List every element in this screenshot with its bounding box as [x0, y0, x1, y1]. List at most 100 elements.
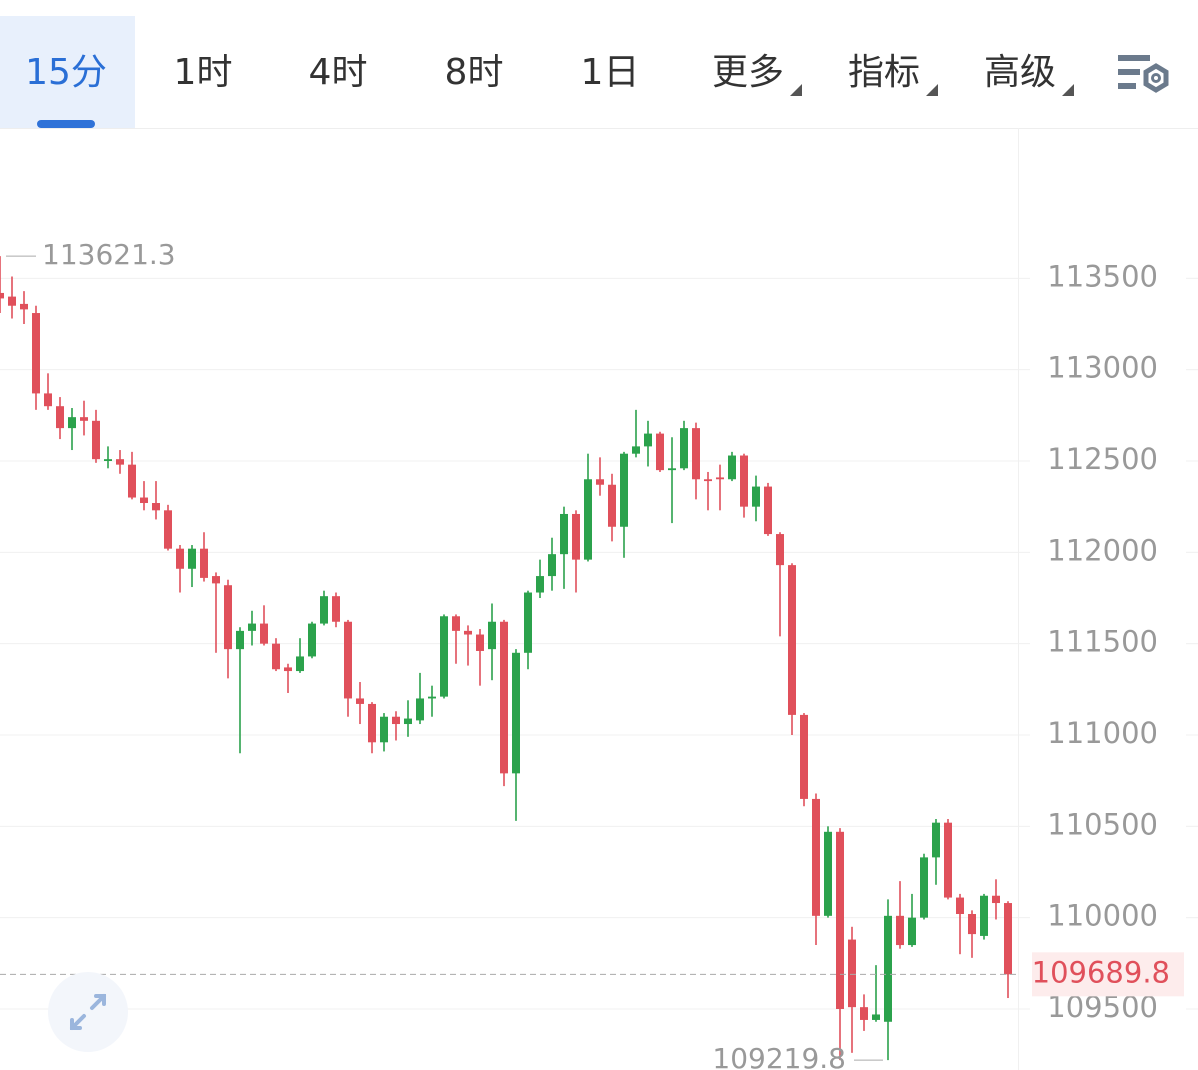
candle-body: [716, 477, 724, 480]
candle-body: [800, 714, 808, 799]
icon-hex: [1143, 63, 1169, 93]
candle-body: [824, 831, 832, 916]
candle-body: [152, 503, 160, 511]
candle-body: [296, 656, 304, 672]
price-label: 109689.8: [1032, 955, 1170, 989]
tab[interactable]: 指标: [848, 52, 938, 96]
candle-body: [140, 497, 148, 504]
candle-body: [212, 576, 220, 584]
candle-body: [776, 534, 784, 566]
candle-body: [668, 468, 676, 471]
tab-label: 指标: [848, 52, 920, 93]
candle-body: [116, 459, 124, 465]
y-tick-label: 113000: [1047, 351, 1158, 385]
dropdown-triangle: [1062, 84, 1074, 96]
tab-bar: 15分 1时 4时 8时 1日 更多 指标 高级: [0, 16, 1074, 128]
y-tick-label: 110000: [1047, 899, 1158, 933]
candle-body: [704, 479, 712, 482]
candle-body: [848, 939, 856, 1008]
candle-body: [632, 446, 640, 454]
candle-body: [308, 623, 316, 657]
candle-body: [764, 486, 772, 535]
dropdown-triangle: [926, 84, 938, 96]
candle-body: [968, 914, 976, 935]
tab[interactable]: 1日: [581, 52, 640, 93]
chart: 1095001100001105001110001115001120001125…: [0, 238, 1198, 1070]
candle-body: [572, 513, 580, 560]
candle-body: [548, 554, 556, 577]
candle-body: [920, 857, 928, 918]
tab[interactable]: 4时: [309, 52, 368, 93]
tab[interactable]: 高级: [984, 52, 1074, 96]
tab-label: 1日: [581, 52, 640, 93]
candle-body: [260, 623, 268, 644]
y-tick-label: 111000: [1047, 716, 1158, 750]
candle-body: [980, 895, 988, 936]
candle-body: [20, 303, 28, 310]
candle-body: [368, 703, 376, 743]
candle-body: [380, 716, 388, 743]
candle-body: [860, 1007, 868, 1020]
candle-body: [188, 548, 196, 569]
candle-body: [524, 592, 532, 653]
candle-body: [332, 596, 340, 622]
candle-body: [236, 630, 244, 650]
tab[interactable]: 15分: [0, 16, 135, 128]
candle-body: [656, 433, 664, 471]
tab[interactable]: 1时: [174, 52, 233, 93]
dropdown-triangle: [790, 84, 802, 96]
candle-body: [32, 313, 40, 394]
candle-body: [620, 453, 628, 527]
candle-body: [248, 623, 256, 631]
candle-body: [164, 510, 172, 549]
tab[interactable]: 更多: [712, 52, 802, 96]
expand-button[interactable]: [48, 972, 128, 1052]
candle-body: [464, 630, 472, 635]
candle-body: [68, 417, 76, 429]
candle-body: [992, 895, 1000, 904]
candle-body: [872, 1014, 880, 1020]
candle-body: [404, 718, 412, 725]
candle-body: [392, 716, 400, 725]
candle-body: [440, 616, 448, 697]
candle-body: [932, 822, 940, 858]
candle-body: [740, 455, 748, 507]
candle-body: [896, 915, 904, 946]
candle-body: [560, 513, 568, 555]
candle-body: [44, 393, 52, 407]
candle-body: [536, 576, 544, 593]
icon-dot: [1151, 73, 1161, 83]
price-tag: [1032, 952, 1184, 997]
tab-underline: [37, 120, 95, 128]
tab[interactable]: 8时: [445, 52, 504, 93]
candle-body: [80, 417, 88, 421]
candle-body: [788, 565, 796, 715]
candle-body: [836, 831, 844, 1009]
expand-arrows: [70, 994, 106, 1030]
tab-label: 1时: [174, 52, 233, 93]
candle-body: [272, 643, 280, 670]
y-tick-label: 112000: [1047, 533, 1158, 567]
candle-body: [476, 634, 484, 651]
candle-body: [944, 822, 952, 898]
candle-body: [284, 667, 292, 672]
y-tick-label: 112500: [1047, 442, 1158, 476]
candle-body: [92, 420, 100, 460]
candle-body: [200, 548, 208, 578]
settings-icon[interactable]: [1118, 55, 1169, 93]
max-label: 113621.3: [42, 238, 176, 271]
candle-body: [416, 698, 424, 721]
tab-label: 4时: [309, 52, 368, 93]
candle-body: [176, 548, 184, 569]
candle-body: [884, 915, 892, 1022]
candle-body: [680, 428, 688, 469]
candle-body: [320, 596, 328, 624]
candle-body: [512, 652, 520, 774]
tab-label: 更多: [712, 52, 784, 93]
candle-body: [8, 296, 16, 306]
y-tick-label: 110500: [1047, 807, 1158, 841]
candle-body: [224, 585, 232, 650]
